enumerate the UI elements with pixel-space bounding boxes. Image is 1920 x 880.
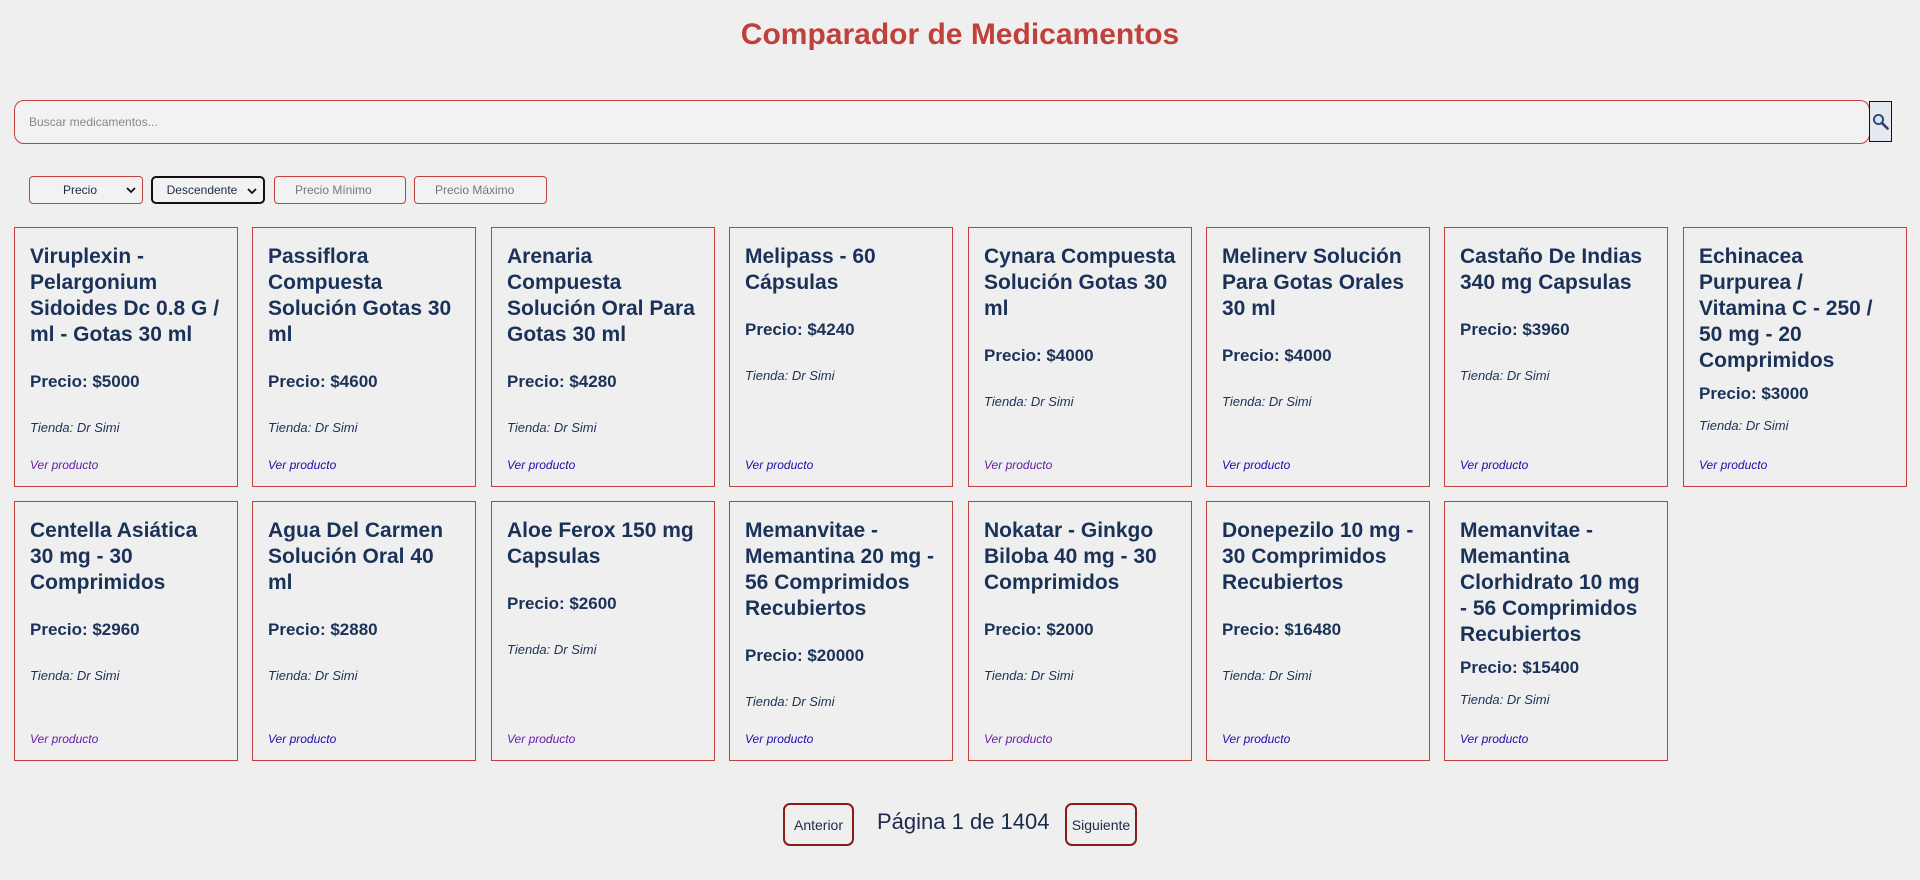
product-card: Melinerv Solución Para Gotas Orales 30 m… [1206, 227, 1430, 487]
search-button[interactable] [1869, 101, 1892, 142]
view-product-link[interactable]: Ver producto [30, 458, 99, 472]
pagination: Anterior Página 1 de 1404 Siguiente [0, 803, 1920, 847]
product-store: Tienda: Dr Simi [1699, 418, 1789, 433]
product-name: Cynara Compuesta Solución Gotas 30 ml [984, 245, 1176, 320]
product-store: Tienda: Dr Simi [30, 668, 120, 683]
product-store: Tienda: Dr Simi [745, 368, 835, 383]
product-store: Tienda: Dr Simi [1460, 368, 1550, 383]
product-store: Tienda: Dr Simi [507, 420, 597, 435]
product-price: Precio: $4600 [268, 372, 378, 391]
product-card: Viruplexin - Pelargonium Sidoides Dc 0.8… [14, 227, 238, 487]
product-card: Melipass - 60 Cápsulas Precio: $4240 Tiend… [729, 227, 953, 487]
product-card: Aloe Ferox 150 mg Capsulas Precio: $2600 T… [491, 501, 715, 761]
product-card: Donepezilo 10 mg - 30 Comprimidos Recubi… [1206, 501, 1430, 761]
product-name: Memanvitae - Memantina 20 mg - 56 Compri… [745, 519, 935, 620]
product-store: Tienda: Dr Simi [1222, 394, 1312, 409]
view-product-link[interactable]: Ver producto [1222, 732, 1291, 746]
product-name: Echinacea Purpurea / Vitamina C - 250 / … [1699, 245, 1873, 372]
view-product-link[interactable]: Ver producto [1460, 458, 1529, 472]
product-name: Melinerv Solución Para Gotas Orales 30 m… [1222, 245, 1405, 320]
product-store: Tienda: Dr Simi [30, 420, 120, 435]
product-price: Precio: $16480 [1222, 620, 1342, 639]
view-product-link[interactable]: Ver producto [268, 732, 337, 746]
sort-by-value: Precio [62, 183, 97, 197]
order-value: Descendente [166, 183, 238, 197]
product-name: Passiflora Compuesta Solución Gotas 30 m… [268, 245, 452, 346]
product-name: Aloe Ferox 150 mg Capsulas [507, 519, 694, 568]
product-price: Precio: $15400 [1460, 658, 1580, 677]
product-price: Precio: $3000 [1699, 384, 1809, 403]
product-card: Castaño De Indias 340 mg Capsulas Precio:… [1444, 227, 1668, 487]
view-product-link[interactable]: Ver producto [1699, 458, 1768, 472]
product-price: Precio: $2000 [984, 620, 1094, 639]
product-price: Precio: $2600 [507, 594, 617, 613]
view-product-link[interactable]: Ver producto [1460, 732, 1529, 746]
product-name: Donepezilo 10 mg - 30 Comprimidos Recubi… [1222, 519, 1414, 594]
product-store: Tienda: Dr Simi [268, 668, 358, 683]
product-store: Tienda: Dr Simi [745, 694, 835, 709]
product-price: Precio: $4280 [507, 372, 617, 391]
view-product-link[interactable]: Ver producto [1222, 458, 1291, 472]
product-card: Memanvitae - Memantina Clorhidrato 10 mg… [1444, 501, 1668, 761]
product-name: Arenaria Compuesta Solución Oral Para Go… [507, 245, 695, 346]
view-product-link[interactable]: Ver producto [507, 458, 576, 472]
view-product-link[interactable]: Ver producto [984, 732, 1053, 746]
product-price: Precio: $20000 [745, 646, 865, 665]
next-page-button[interactable]: Siguiente [1065, 803, 1137, 846]
product-price: Precio: $2880 [268, 620, 378, 639]
product-name: Centella Asiática 30 mg - 30 Comprimidos [30, 519, 198, 594]
page-title: Comparador de Medicamentos [740, 18, 1180, 51]
view-product-link[interactable]: Ver producto [507, 732, 576, 746]
product-store: Tienda: Dr Simi [268, 420, 358, 435]
product-store: Tienda: Dr Simi [984, 668, 1074, 683]
search-input[interactable] [14, 100, 1870, 144]
product-card: Memanvitae - Memantina 20 mg - 56 Compri… [729, 501, 953, 761]
view-product-link[interactable]: Ver producto [268, 458, 337, 472]
product-card: Centella Asiática 30 mg - 30 Comprimidos… [14, 501, 238, 761]
product-price: Precio: $2960 [30, 620, 140, 639]
product-price: Precio: $3960 [1460, 320, 1570, 339]
chevron-down-icon [126, 187, 136, 194]
view-product-link[interactable]: Ver producto [984, 458, 1053, 472]
product-name: Nokatar - Ginkgo Biloba 40 mg - 30 Compr… [984, 519, 1157, 594]
product-name: Agua Del Carmen Solución Oral 40 ml [268, 519, 444, 594]
product-store: Tienda: Dr Simi [507, 642, 597, 657]
product-price: Precio: $4240 [745, 320, 855, 339]
product-store: Tienda: Dr Simi [984, 394, 1074, 409]
magnifier-icon [1873, 114, 1889, 130]
product-card: Passiflora Compuesta Solución Gotas 30 m… [252, 227, 476, 487]
max-price-input[interactable] [414, 176, 547, 204]
product-name: Castaño De Indias 340 mg Capsulas [1460, 245, 1643, 294]
product-store: Tienda: Dr Simi [1460, 692, 1550, 707]
page-indicator: Página 1 de 1404 [877, 809, 1050, 834]
min-price-input[interactable] [274, 176, 406, 204]
product-card: Agua Del Carmen Solución Oral 40 ml Preci… [252, 501, 476, 761]
product-price: Precio: $4000 [984, 346, 1094, 365]
search-bar [14, 100, 1892, 144]
product-card: Echinacea Purpurea / Vitamina C - 250 / … [1683, 227, 1907, 487]
chevron-down-icon [247, 188, 257, 195]
product-name: Viruplexin - Pelargonium Sidoides Dc 0.8… [30, 245, 220, 346]
product-price: Precio: $4000 [1222, 346, 1332, 365]
product-price: Precio: $5000 [30, 372, 140, 391]
product-card: Nokatar - Ginkgo Biloba 40 mg - 30 Compr… [968, 501, 1192, 761]
product-card: Cynara Compuesta Solución Gotas 30 ml Pre… [968, 227, 1192, 487]
order-select[interactable]: Descendente [151, 176, 265, 204]
product-name: Memanvitae - Memantina Clorhidrato 10 mg… [1460, 519, 1640, 646]
sort-by-select[interactable]: Precio [29, 176, 143, 204]
product-store: Tienda: Dr Simi [1222, 668, 1312, 683]
product-card: Arenaria Compuesta Solución Oral Para Go… [491, 227, 715, 487]
view-product-link[interactable]: Ver producto [745, 732, 814, 746]
view-product-link[interactable]: Ver producto [30, 732, 99, 746]
product-name: Melipass - 60 Cápsulas [745, 245, 876, 294]
prev-page-button[interactable]: Anterior [783, 803, 854, 846]
view-product-link[interactable]: Ver producto [745, 458, 814, 472]
